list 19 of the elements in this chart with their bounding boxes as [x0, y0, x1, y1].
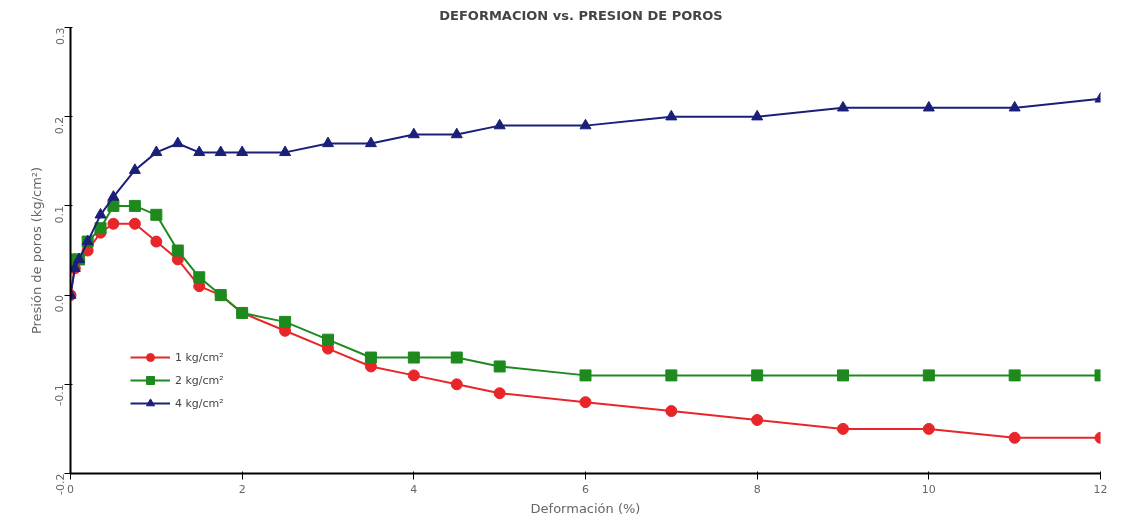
y-tick-label: 0.0	[53, 295, 67, 313]
y-tick-label: -0.2	[53, 473, 67, 495]
legend-label: 4 kg/cm²	[175, 396, 224, 410]
chart-title: DEFORMACION vs. PRESION DE POROS	[439, 7, 723, 23]
x-tick-label: 2	[238, 482, 246, 496]
x-tick-label: 4	[410, 482, 418, 496]
x-tick-label: 10	[921, 482, 936, 496]
legend-label: 1 kg/cm²	[175, 350, 224, 364]
x-tick-label: 6	[582, 482, 589, 496]
x-tick-label: 0	[67, 482, 74, 496]
x-axis-title: Deformación (%)	[530, 500, 641, 516]
x-tick-label: 12	[1093, 482, 1108, 496]
y-tick-label: 0.3	[53, 27, 67, 45]
y-tick-label: -0.1	[53, 384, 67, 406]
x-tick-label: 8	[753, 482, 761, 496]
y-axis-title: Presión de poros (kg/cm²)	[28, 166, 44, 335]
y-tick-label: 0.2	[53, 116, 67, 135]
legend-label: 2 kg/cm²	[175, 373, 224, 387]
y-tick-label: 0.1	[53, 205, 67, 224]
